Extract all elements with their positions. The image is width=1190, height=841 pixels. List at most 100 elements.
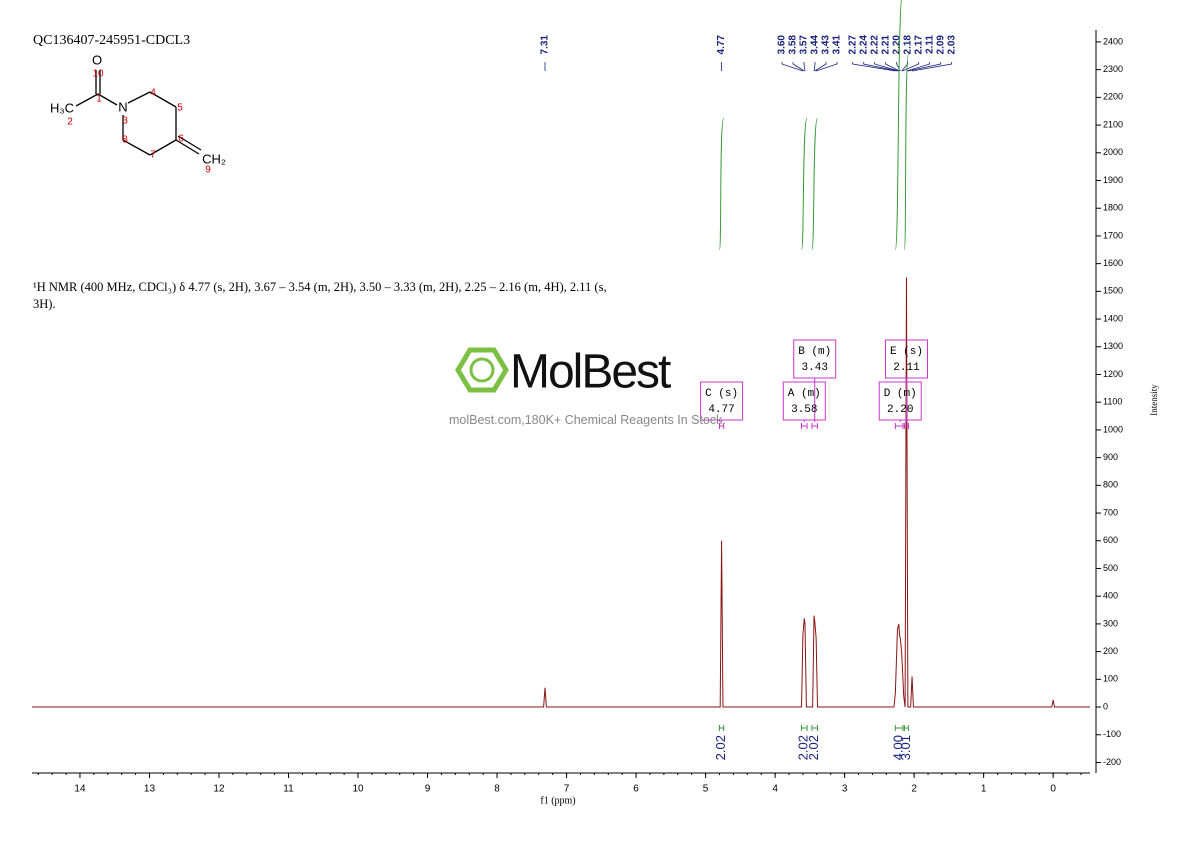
atom-number: 7 — [150, 150, 156, 161]
x-tick-label: 2 — [911, 784, 917, 795]
peak-label: 3.43 — [821, 35, 832, 55]
peak-connector — [902, 62, 920, 72]
watermark-tagline: molBest.com,180K+ Chemical Reagents In S… — [449, 413, 726, 427]
x-tick-label: 9 — [425, 784, 431, 795]
atom-number: 6 — [178, 134, 184, 145]
y-tick-label: 1200 — [1103, 369, 1123, 379]
peak-label: 2.17 — [913, 35, 924, 55]
molecule — [75, 70, 202, 156]
multiplet-shift: 2.20 — [887, 404, 913, 416]
peak-label: 2.09 — [935, 35, 946, 55]
peak-connector — [863, 62, 898, 72]
y-tick-label: 700 — [1103, 507, 1118, 517]
atom-number: 1 — [96, 94, 102, 105]
integral-label: 2.02 — [796, 735, 811, 760]
spectrum-line — [32, 277, 1090, 708]
peak-label: 3.57 — [799, 35, 810, 55]
y-tick-label: 400 — [1103, 591, 1118, 601]
integral-bracket — [801, 725, 808, 731]
peak-connector — [874, 62, 899, 72]
peak-connector — [792, 62, 805, 72]
peak-connector — [906, 62, 931, 72]
x-tick-label: 5 — [703, 784, 709, 795]
y-tick-label: 2000 — [1103, 147, 1123, 157]
multiplet-label: A (m) — [788, 388, 821, 400]
integral-curve — [894, 0, 902, 251]
peak-label: 3.41 — [832, 35, 843, 55]
multiplet-label: B (m) — [798, 346, 831, 358]
atom-number: 5 — [177, 103, 183, 114]
peak-label: 2.11 — [924, 35, 935, 54]
multiplet-bracket — [811, 378, 819, 429]
multiplet-shift: 3.58 — [791, 404, 817, 416]
integral-curve — [811, 117, 818, 251]
title: QC136407-245951-CDCL3 — [33, 33, 190, 48]
peak-label: 2.22 — [869, 35, 880, 55]
atom-number: 9 — [205, 165, 211, 176]
atom-number: 8 — [122, 135, 128, 146]
peak-label: 7.31 — [540, 35, 551, 55]
integral-curve — [718, 117, 725, 251]
integral-label: 2.02 — [806, 735, 821, 760]
x-tick-label: 14 — [74, 784, 86, 795]
integral-curve — [801, 117, 808, 251]
y-tick-label: 1800 — [1103, 203, 1123, 213]
y-tick-label: 900 — [1103, 452, 1118, 462]
integral-label: 4.00 — [891, 735, 906, 760]
y-tick-label: 2100 — [1103, 119, 1123, 129]
y-tick-label: 2200 — [1103, 92, 1123, 102]
peak-label: 2.20 — [891, 35, 902, 55]
y-tick-label: 1400 — [1103, 313, 1123, 323]
peak-connector — [814, 62, 827, 72]
multiplet-shift: 4.77 — [708, 404, 734, 416]
peak-connector — [813, 62, 816, 72]
x-axis-label: f1 (ppm) — [540, 795, 575, 806]
atom-label: O — [92, 52, 102, 67]
peak-label: 2.21 — [880, 35, 891, 55]
y-tick-label: 2300 — [1103, 64, 1123, 74]
multiplet-label: E (s) — [890, 346, 923, 358]
nmr-description: ¹H NMR (400 MHz, CDCl₃) δ 4.77 (s, 2H), … — [33, 280, 607, 311]
peak-label: 2.18 — [902, 35, 913, 55]
x-tick-label: 7 — [564, 784, 570, 795]
watermark-logo — [455, 347, 509, 393]
peak-connector — [911, 62, 953, 72]
integral-bracket — [718, 725, 725, 731]
atom-number: 10 — [92, 69, 104, 80]
y-tick-label: 600 — [1103, 535, 1118, 545]
y-tick-label: 200 — [1103, 646, 1118, 656]
atom-number: 2 — [67, 117, 73, 128]
x-tick-label: 11 — [283, 784, 294, 795]
x-tick-label: 10 — [352, 784, 364, 795]
multiplet-bracket — [801, 420, 808, 429]
peak-label: 2.03 — [946, 35, 957, 55]
y-axis-label: Intensity — [1149, 384, 1159, 416]
x-tick-label: 12 — [213, 784, 225, 795]
y-tick-label: 100 — [1103, 674, 1118, 684]
x-tick-label: 8 — [494, 784, 500, 795]
peak-connector — [803, 62, 806, 72]
atom-numbers: 10 1 2 3 4 5 6 7 8 9 — [67, 69, 211, 176]
atom-label: H₃C — [50, 100, 74, 115]
multiplet-shift: 3.43 — [802, 362, 828, 374]
atom-number: 4 — [150, 88, 156, 99]
y-tick-label: 1900 — [1103, 175, 1123, 185]
y-tick-label: 1000 — [1103, 424, 1123, 434]
x-tick-label: 6 — [633, 784, 639, 795]
multiplet-bracket — [894, 420, 904, 429]
y-tick-label: 300 — [1103, 618, 1118, 628]
peak-connector — [781, 62, 804, 72]
integral-label: 2.02 — [713, 735, 728, 760]
peak-connector — [907, 62, 942, 72]
atom-label: CH₂ — [202, 151, 226, 166]
multiplet-bracket — [903, 378, 910, 429]
y-tick-label: 1700 — [1103, 230, 1123, 240]
watermark-brand: MolBest — [510, 346, 671, 399]
y-tick-label: 1300 — [1103, 341, 1123, 351]
peak-label: 3.44 — [810, 35, 821, 55]
atom-number: 3 — [122, 116, 128, 127]
y-tick-label: 1500 — [1103, 286, 1123, 296]
x-tick-label: 4 — [772, 784, 778, 795]
